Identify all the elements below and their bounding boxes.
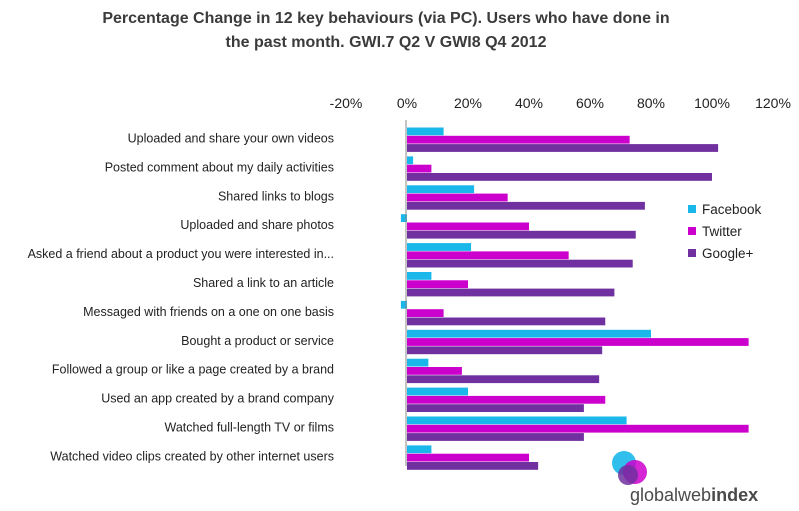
- x-tick-label: 60%: [576, 95, 604, 111]
- category-label: Shared a link to an article: [193, 276, 334, 290]
- x-tick-label: -20%: [330, 95, 363, 111]
- chart-title-line-2: the past month. GWI.7 Q2 V GWI8 Q4 2012: [226, 34, 547, 51]
- bar-google: [407, 288, 615, 297]
- bar-google: [407, 259, 633, 268]
- bar-google: [407, 462, 539, 470]
- bar-facebook: [407, 243, 472, 251]
- bar-twitter: [407, 164, 432, 173]
- bar-google: [407, 404, 584, 412]
- legend-label: Facebook: [702, 202, 762, 217]
- chart-title-line-1: Percentage Change in 12 key behaviours (…: [102, 10, 669, 27]
- category-label: Posted comment about my daily activities: [105, 160, 334, 174]
- x-tick-label: 120%: [755, 95, 791, 111]
- x-tick-label: 0%: [397, 95, 417, 111]
- bar-google: [407, 346, 603, 355]
- category-label: Watched video clips created by other int…: [50, 449, 334, 463]
- bar-facebook: [407, 185, 475, 194]
- legend-label: Twitter: [702, 224, 742, 239]
- category-label: Followed a group or like a page created …: [52, 363, 334, 377]
- bar-facebook: [407, 416, 627, 425]
- bar-twitter: [407, 193, 508, 202]
- bar-twitter: [407, 309, 444, 317]
- category-label: Bought a product or service: [181, 334, 334, 348]
- bar-twitter: [407, 453, 529, 462]
- bar-twitter: [407, 395, 606, 404]
- logo-circle-purple-icon: [618, 465, 638, 485]
- bar-google: [407, 144, 719, 152]
- bar-twitter: [407, 424, 749, 433]
- category-label: Messaged with friends on a one on one ba…: [83, 305, 334, 319]
- category-label: Watched full-length TV or films: [164, 420, 334, 434]
- bar-facebook: [407, 127, 444, 136]
- bar-google: [407, 317, 606, 326]
- bar-facebook: [407, 387, 468, 396]
- legend: Facebook Twitter Google+: [688, 202, 762, 261]
- bar-facebook: [407, 156, 414, 165]
- category-label: Used an app created by a brand company: [101, 392, 335, 406]
- bar-twitter: [407, 251, 569, 260]
- x-tick-label: 40%: [515, 95, 543, 111]
- category-label: Asked a friend about a product you were …: [28, 247, 334, 261]
- bar-facebook: [407, 358, 429, 367]
- bar-twitter: [407, 338, 749, 346]
- category-label: Shared links to blogs: [218, 189, 334, 203]
- legend-label: Google+: [702, 246, 754, 261]
- bar-google: [407, 433, 584, 441]
- legend-swatch: [688, 249, 696, 257]
- bar-google: [407, 375, 600, 384]
- category-label: Uploaded and share photos: [180, 218, 334, 232]
- bar-twitter: [407, 280, 468, 289]
- x-tick-label: 100%: [694, 95, 730, 111]
- bar-google: [407, 230, 636, 239]
- bar-facebook: [407, 445, 432, 454]
- category-label: Uploaded and share your own videos: [128, 131, 334, 145]
- x-tick-label: 80%: [637, 95, 665, 111]
- bar-twitter: [407, 135, 630, 144]
- globalwebindex-logo: globalwebindex: [612, 451, 758, 505]
- bar-facebook: [407, 329, 651, 338]
- bar-facebook: [400, 214, 407, 222]
- legend-swatch: [688, 227, 696, 235]
- logo-wordmark: globalwebindex: [630, 485, 758, 505]
- x-tick-label: 20%: [454, 95, 482, 111]
- bar-google: [407, 201, 645, 210]
- legend-swatch: [688, 205, 696, 213]
- bar-twitter: [407, 367, 462, 375]
- bar-facebook: [400, 300, 407, 309]
- bar-facebook: [407, 272, 432, 280]
- bar-google: [407, 173, 712, 181]
- bar-twitter: [407, 222, 529, 231]
